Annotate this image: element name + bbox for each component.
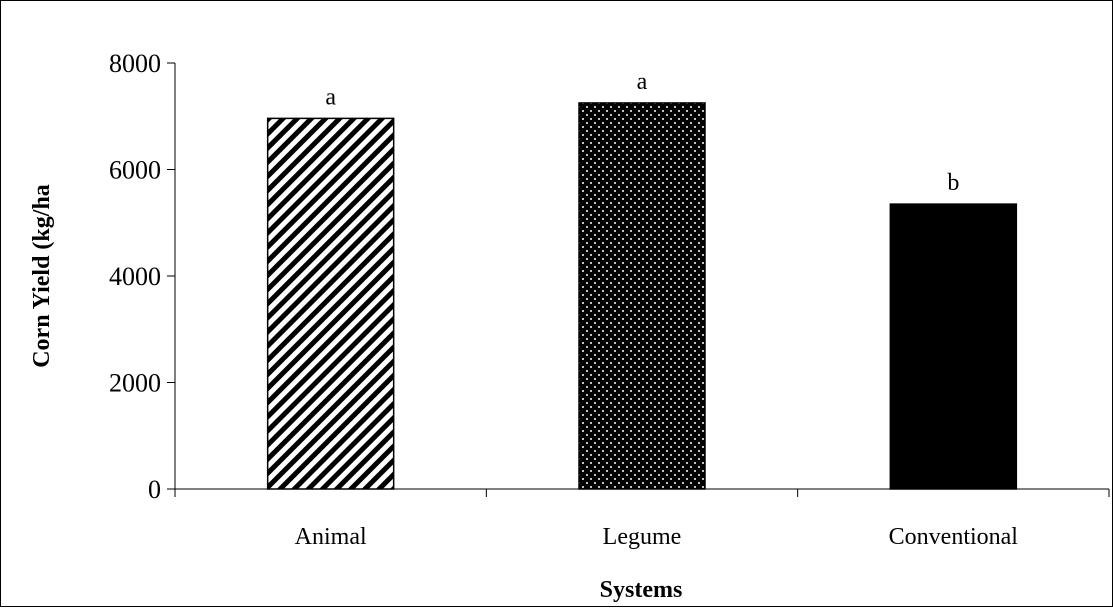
y-tick-label: 2000 [109, 369, 161, 398]
plot-area: 0 2000 4000 6000 8000 Animal a Legume a Conventio… [109, 49, 1110, 550]
x-category-label: Conventional [889, 524, 1019, 550]
y-tick-label: 0 [148, 475, 161, 504]
significance-letter: a [325, 84, 336, 110]
y-axis-title: Corn Yield (kg/ha [29, 184, 55, 368]
bar-animal [266, 117, 395, 490]
y-tick-label: 6000 [109, 156, 161, 185]
bar-legume [578, 102, 706, 490]
y-tick-label: 4000 [109, 262, 161, 291]
significance-letter: a [637, 69, 648, 95]
x-category-label: Legume [603, 524, 682, 550]
significance-letter: b [947, 170, 959, 196]
x-axis-title: Systems [600, 577, 683, 603]
bar-conventional [889, 203, 1018, 490]
x-category-label: Animal [295, 524, 367, 550]
y-tick-label: 8000 [109, 49, 161, 78]
